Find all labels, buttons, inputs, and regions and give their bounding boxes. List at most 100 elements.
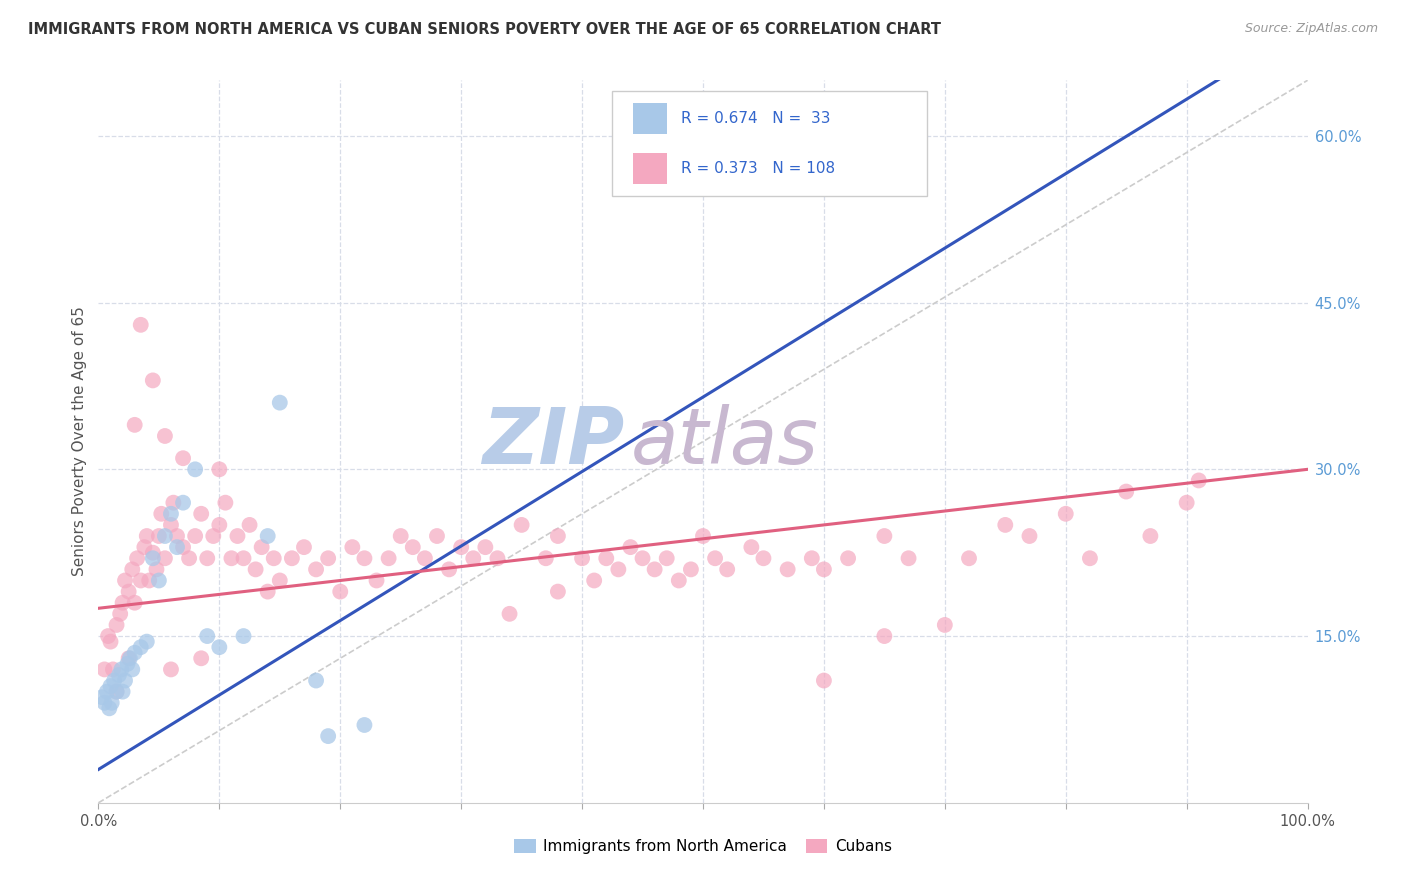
Point bbox=[716, 562, 738, 576]
Point bbox=[595, 551, 617, 566]
Point bbox=[153, 529, 176, 543]
Point bbox=[142, 546, 165, 560]
Point bbox=[166, 529, 188, 543]
Point bbox=[226, 529, 249, 543]
Point bbox=[1139, 529, 1161, 543]
Point bbox=[256, 584, 278, 599]
Point bbox=[1175, 496, 1198, 510]
Point bbox=[98, 701, 121, 715]
Point bbox=[463, 551, 485, 566]
Text: IMMIGRANTS FROM NORTH AMERICA VS CUBAN SENIORS POVERTY OVER THE AGE OF 65 CORREL: IMMIGRANTS FROM NORTH AMERICA VS CUBAN S… bbox=[28, 22, 941, 37]
Point bbox=[150, 507, 173, 521]
Point bbox=[111, 596, 134, 610]
Point bbox=[214, 496, 236, 510]
Point bbox=[145, 562, 167, 576]
Point bbox=[437, 562, 460, 576]
Point bbox=[571, 551, 593, 566]
Point bbox=[305, 562, 328, 576]
Point bbox=[190, 507, 212, 521]
Point bbox=[100, 634, 122, 648]
Point bbox=[426, 529, 449, 543]
Point bbox=[655, 551, 678, 566]
Point bbox=[195, 551, 218, 566]
Point bbox=[135, 634, 157, 648]
Point bbox=[752, 551, 775, 566]
Point bbox=[342, 540, 364, 554]
Point bbox=[353, 718, 375, 732]
Point bbox=[160, 507, 183, 521]
Point bbox=[202, 529, 225, 543]
Point bbox=[994, 517, 1017, 532]
Text: R = 0.373   N = 108: R = 0.373 N = 108 bbox=[682, 161, 835, 176]
FancyBboxPatch shape bbox=[633, 153, 666, 184]
Point bbox=[117, 657, 139, 671]
Point bbox=[129, 574, 152, 588]
Point bbox=[263, 551, 285, 566]
Point bbox=[800, 551, 823, 566]
Point bbox=[837, 551, 859, 566]
Point bbox=[208, 640, 231, 655]
Point bbox=[129, 640, 152, 655]
Point bbox=[121, 662, 143, 676]
Point bbox=[179, 551, 201, 566]
Point bbox=[153, 551, 176, 566]
Point bbox=[142, 373, 165, 387]
FancyBboxPatch shape bbox=[613, 91, 927, 196]
Point bbox=[1188, 474, 1211, 488]
Point bbox=[486, 551, 509, 566]
Point bbox=[160, 662, 183, 676]
Point bbox=[668, 574, 690, 588]
Point bbox=[127, 551, 149, 566]
Point bbox=[547, 584, 569, 599]
Point bbox=[172, 496, 194, 510]
Point bbox=[316, 729, 339, 743]
Point bbox=[195, 629, 218, 643]
Point bbox=[873, 529, 896, 543]
Point bbox=[160, 517, 183, 532]
Point bbox=[208, 462, 231, 476]
Point bbox=[105, 684, 128, 698]
Text: Source: ZipAtlas.com: Source: ZipAtlas.com bbox=[1244, 22, 1378, 36]
Point bbox=[366, 574, 388, 588]
Point bbox=[232, 551, 254, 566]
Point bbox=[172, 540, 194, 554]
Point bbox=[402, 540, 425, 554]
Point bbox=[108, 668, 131, 682]
Point bbox=[148, 574, 170, 588]
Point bbox=[172, 451, 194, 466]
Point bbox=[108, 607, 131, 621]
Point bbox=[118, 651, 141, 665]
Point bbox=[256, 529, 278, 543]
Point bbox=[105, 618, 128, 632]
Point bbox=[292, 540, 315, 554]
Point bbox=[100, 696, 122, 710]
Point bbox=[547, 529, 569, 543]
Point bbox=[124, 646, 146, 660]
Point bbox=[103, 673, 125, 688]
Point bbox=[138, 574, 160, 588]
Point bbox=[1115, 484, 1137, 499]
Point bbox=[121, 562, 143, 576]
Point bbox=[101, 662, 124, 676]
Point bbox=[474, 540, 496, 554]
Point bbox=[118, 584, 141, 599]
Point bbox=[148, 529, 170, 543]
Point bbox=[813, 673, 835, 688]
Point bbox=[124, 417, 146, 432]
Point bbox=[510, 517, 533, 532]
Point bbox=[124, 596, 146, 610]
Point bbox=[135, 529, 157, 543]
Point bbox=[91, 690, 114, 705]
Point bbox=[329, 584, 352, 599]
Point bbox=[692, 529, 714, 543]
Point bbox=[110, 662, 132, 676]
Point bbox=[281, 551, 304, 566]
Point bbox=[269, 395, 291, 409]
Point bbox=[166, 540, 188, 554]
Y-axis label: Seniors Poverty Over the Age of 65: Seniors Poverty Over the Age of 65 bbox=[72, 307, 87, 576]
Point bbox=[250, 540, 273, 554]
Point bbox=[190, 651, 212, 665]
Point bbox=[607, 562, 630, 576]
Point bbox=[305, 673, 328, 688]
Point bbox=[97, 629, 120, 643]
